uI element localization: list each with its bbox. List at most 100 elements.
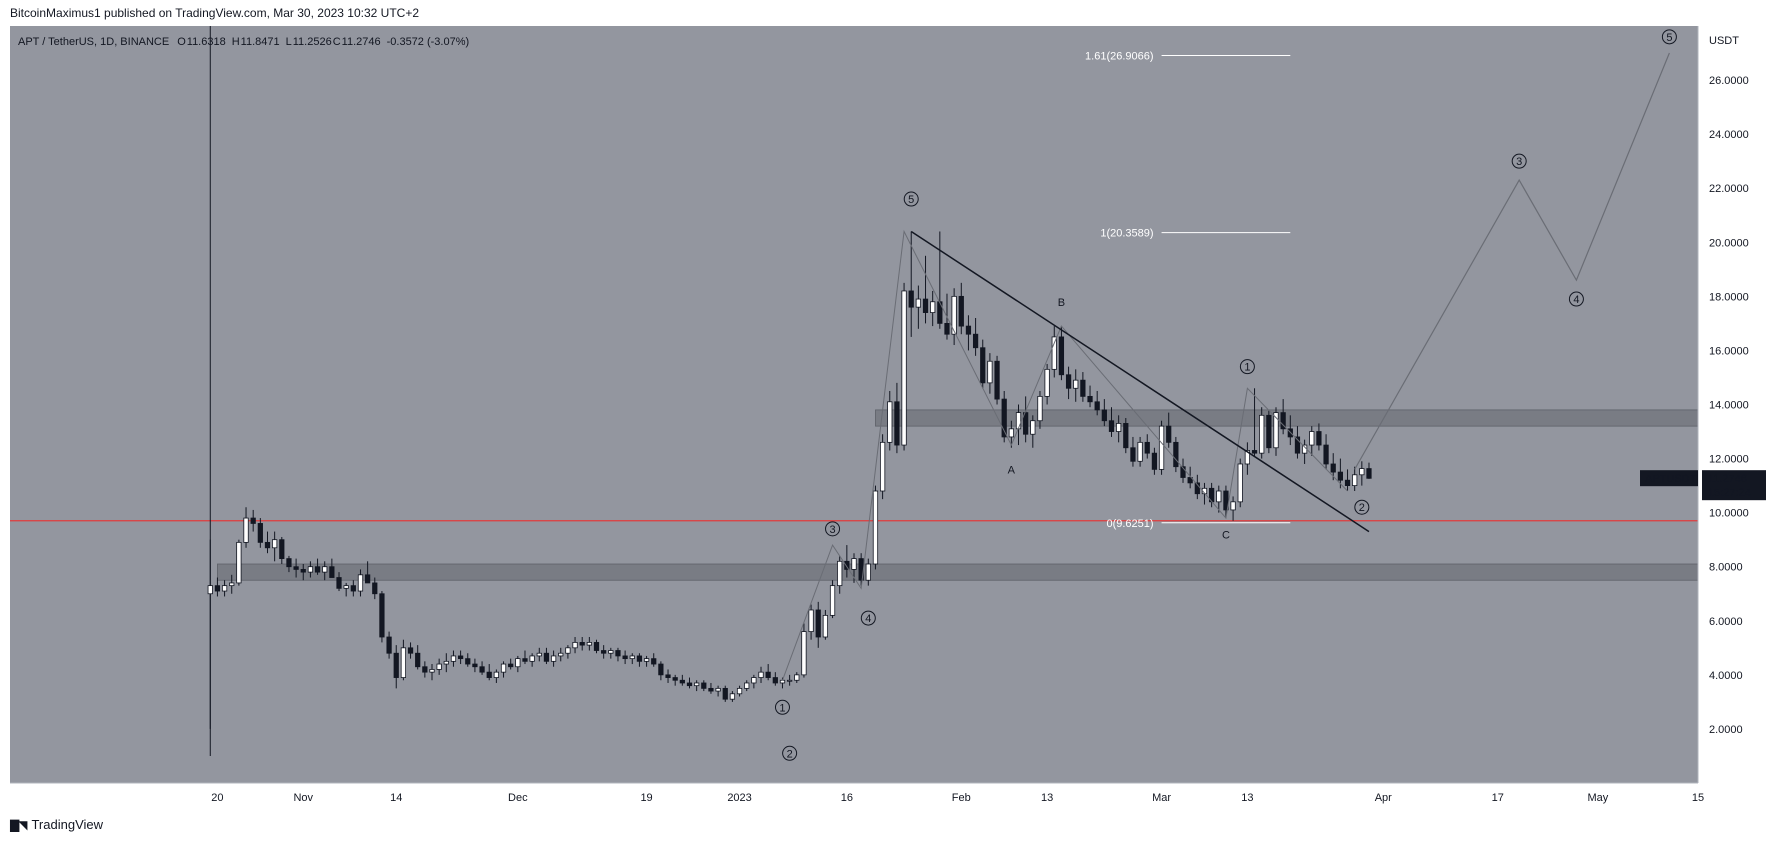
wave-label: B: [1058, 297, 1065, 309]
price-tag-symbol: APTUSDT: [1645, 473, 1697, 485]
wave-label-text: 1: [779, 702, 785, 714]
price-zone: [875, 409, 1699, 427]
candle-body: [264, 541, 271, 549]
candle-body: [787, 679, 793, 682]
candle-body: [1137, 441, 1143, 462]
wave-label-text: 3: [1516, 156, 1522, 168]
candle-down: [1058, 326, 1065, 381]
candle-body: [772, 677, 778, 684]
candle-body: [593, 642, 600, 651]
candle-body: [1251, 450, 1258, 454]
wave-label-text: 2: [787, 748, 793, 760]
candle-down: [1223, 485, 1229, 519]
candle-up: [450, 650, 457, 667]
candle-body: [529, 655, 535, 662]
candle-body: [1087, 395, 1093, 403]
candle-down: [622, 650, 628, 665]
candle-body: [550, 655, 557, 662]
candle-down: [250, 509, 256, 532]
candle-body: [972, 333, 979, 349]
candle-body: [1051, 336, 1057, 370]
candle-body: [958, 295, 964, 327]
x-tick-label: Dec: [508, 792, 528, 804]
candle-down: [972, 317, 979, 356]
candle-down: [815, 601, 821, 648]
candle-body: [829, 585, 836, 616]
candle-body: [1123, 423, 1129, 449]
candle-body: [851, 558, 857, 570]
candle-body: [579, 642, 585, 646]
wave-label-text: 1: [1244, 362, 1250, 374]
candle-body: [980, 347, 986, 384]
x-tick-label: 2023: [727, 792, 751, 804]
wave-label: 2: [1354, 499, 1370, 515]
candle-body: [365, 574, 371, 584]
candle-down: [922, 255, 929, 324]
candle-down: [658, 661, 664, 681]
candle-body: [293, 566, 299, 570]
candle-body: [1337, 471, 1343, 481]
candle-down: [336, 572, 342, 592]
y-axis[interactable]: USDT 2.0000 4.0000 6.0000 8.0000 10.0000 12.0…: [1697, 26, 1749, 783]
candle-down: [994, 355, 1000, 405]
candle-up: [1309, 426, 1315, 456]
candle-body: [865, 563, 871, 581]
candle-body: [1316, 431, 1322, 446]
candle-down: [329, 558, 335, 578]
candle-down: [415, 645, 421, 670]
candle-body: [1366, 468, 1372, 479]
ohlc-high: 11.8471: [241, 36, 280, 48]
candle-body: [1273, 412, 1279, 449]
candle-down: [486, 664, 492, 681]
x-axis[interactable]: 20 Nov 14 Dec 19 2023 16 Feb 13 Mar 13 Apr 17 May 15: [10, 782, 1704, 804]
candle-body: [1101, 409, 1107, 422]
candle-down: [257, 518, 263, 548]
x-tick-label: 13: [1241, 792, 1253, 804]
y-tick-label: 10.0000: [1709, 508, 1749, 520]
wave-label: 1: [774, 699, 790, 715]
candle-up: [1352, 466, 1358, 492]
candle-up: [794, 672, 800, 683]
candle-body: [1266, 414, 1272, 449]
candle-down: [372, 577, 378, 600]
wave-label-text: 4: [865, 613, 871, 625]
y-tick-label: 24.0000: [1709, 129, 1749, 141]
price-tag-value-bg: [1702, 470, 1766, 501]
candle-body: [1015, 412, 1022, 430]
candle-body: [601, 650, 607, 654]
candle-body: [422, 666, 428, 673]
candle-body: [279, 539, 285, 560]
candle-body: [636, 655, 643, 662]
candle-down: [965, 315, 972, 351]
candle-up: [1230, 496, 1236, 521]
fib-level-label: 0(9.6251): [1106, 518, 1153, 530]
footer-brand-name: TradingView: [31, 817, 104, 832]
candle-down: [1094, 390, 1100, 416]
x-tick-label: Feb: [952, 792, 971, 804]
candle-body: [672, 677, 678, 681]
candle-body: [1130, 447, 1136, 462]
candle-down: [393, 645, 399, 689]
candle-down: [679, 674, 685, 686]
candle-up: [879, 434, 886, 500]
ohlc-change: -0.3572 (-3.07%): [387, 36, 470, 48]
candle-body: [1030, 420, 1036, 435]
candle-up: [744, 680, 750, 692]
plot-area[interactable]: [10, 26, 1698, 783]
y-tick-label: 26.0000: [1709, 75, 1749, 87]
candle-body: [901, 290, 907, 446]
candle-body: [250, 517, 256, 524]
candle-down: [365, 561, 371, 584]
candle-up: [758, 666, 764, 683]
wave-label-text: C: [1222, 529, 1230, 541]
candle-up: [729, 691, 736, 702]
candle-body: [429, 669, 435, 673]
candle-body: [1080, 379, 1086, 397]
candle-down: [457, 650, 464, 665]
candle-body: [822, 614, 829, 638]
candle-up: [872, 485, 879, 570]
candle-down: [386, 631, 392, 659]
candle-down: [300, 564, 306, 581]
candle-up: [493, 669, 499, 683]
